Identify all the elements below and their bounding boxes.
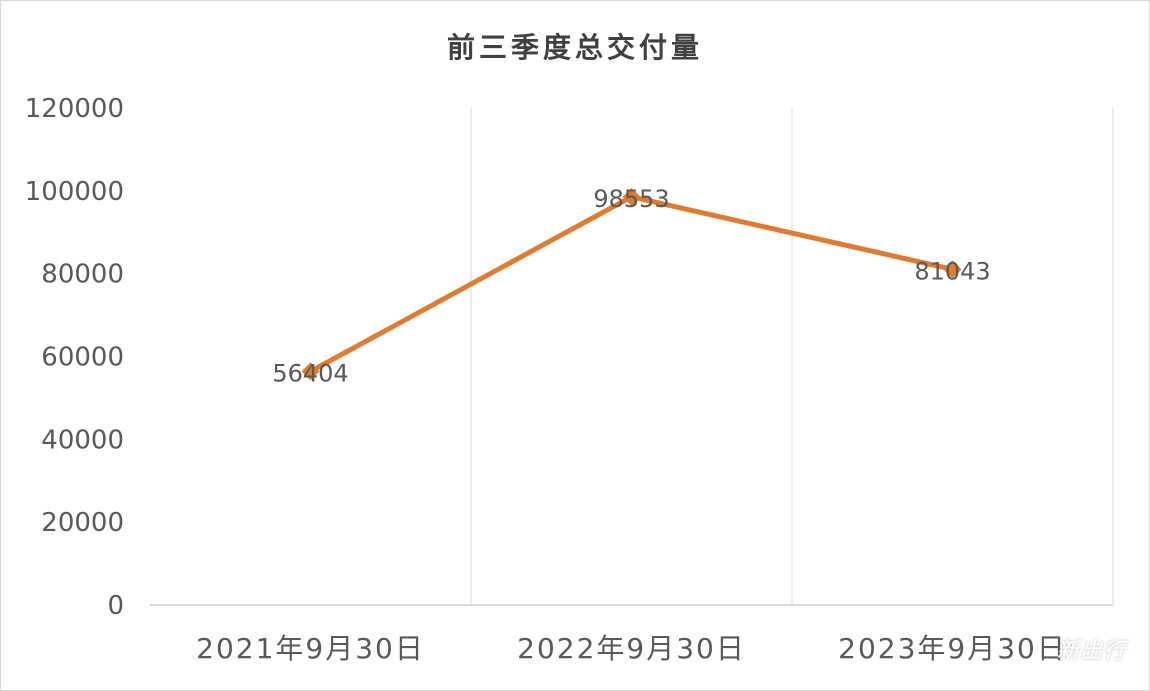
x-tick-label: 2023年9月30日	[838, 632, 1067, 665]
x-tick-label: 2021年9月30日	[196, 632, 425, 665]
data-point-marker	[943, 260, 962, 279]
y-tick-label: 40000	[41, 425, 124, 455]
y-tick-label: 80000	[41, 260, 124, 290]
data-label: 98553	[593, 185, 669, 213]
y-tick-label: 100000	[25, 177, 124, 207]
data-labels: 56404 98553 81043	[272, 185, 990, 388]
chart-title: 前三季度总交付量	[446, 31, 703, 64]
series-line	[301, 187, 962, 381]
x-tick-label: 2022年9月30日	[517, 632, 746, 665]
y-axis-ticks: 0 20000 40000 60000 80000 100000 120000	[25, 94, 124, 621]
data-point-marker	[301, 362, 320, 381]
series-line-path	[308, 194, 955, 374]
y-tick-label: 0	[107, 591, 124, 621]
y-tick-label: 60000	[41, 343, 124, 373]
y-tick-label: 20000	[41, 508, 124, 538]
vertical-gridlines	[470, 108, 1114, 605]
data-point-marker	[622, 187, 641, 206]
watermark-logo: 新出行	[1056, 639, 1126, 664]
y-tick-label: 120000	[25, 94, 124, 124]
x-axis-ticks: 2021年9月30日 2022年9月30日 2023年9月30日	[196, 632, 1067, 665]
data-label: 81043	[914, 257, 990, 285]
data-label: 56404	[272, 359, 348, 387]
